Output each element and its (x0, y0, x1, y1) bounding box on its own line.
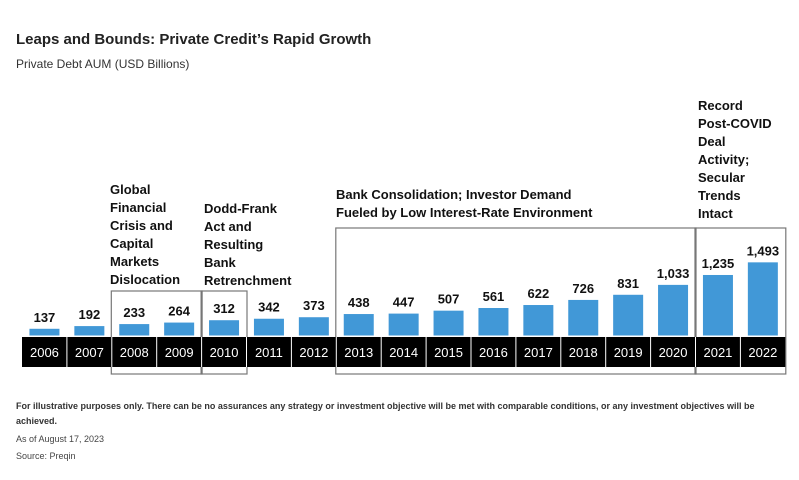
annotation-line: Capital (110, 236, 153, 251)
annotation-box-0 (110, 290, 203, 375)
value-label-2008: 233 (123, 305, 145, 320)
annotation-line: Resulting (204, 237, 263, 252)
annotation-line: Markets (110, 254, 159, 269)
year-label-2011: 2011 (255, 345, 283, 360)
year-label-2017: 2017 (524, 345, 553, 360)
year-label-2016: 2016 (479, 345, 508, 360)
value-label-2012: 373 (303, 298, 325, 313)
year-label-2006: 2006 (30, 345, 59, 360)
annotation-line: Crisis and (110, 218, 173, 233)
year-label-2021: 2021 (703, 345, 732, 360)
year-label-2013: 2013 (344, 345, 373, 360)
annotation-line: Bank (204, 255, 237, 270)
annotation-box-2 (335, 227, 697, 375)
annotation-label-2: Bank Consolidation; Investor Demand Fuele… (336, 187, 593, 220)
bar-2008 (119, 324, 150, 336)
annotation-line: Dislocation (110, 272, 180, 287)
value-label-2019: 831 (617, 276, 639, 291)
bar-2013 (343, 314, 374, 336)
annotation-line: Activity; (698, 152, 749, 167)
year-label-2019: 2019 (614, 345, 643, 360)
value-label-2006: 137 (34, 310, 56, 325)
bar-2020 (658, 284, 689, 336)
value-label-2014: 447 (393, 295, 415, 310)
bar-2010 (209, 320, 240, 336)
value-label-2015: 507 (438, 292, 460, 307)
value-label-2010: 312 (213, 301, 235, 316)
year-label-2022: 2022 (748, 345, 777, 360)
annotation-line: Record (698, 98, 743, 113)
annotation-line: Intact (698, 206, 733, 221)
bar-2021 (702, 274, 733, 336)
bar-2011 (253, 318, 284, 336)
bar-2016 (478, 308, 509, 336)
annotation-line: Global (110, 182, 150, 197)
as-of-date: As of August 17, 2023 (16, 434, 105, 444)
bar-2019 (613, 294, 644, 336)
annotation-box-3 (694, 227, 787, 375)
annotation-label-1: Dodd-Frank Act and Resulting Bank Retrenchme… (204, 201, 292, 288)
bar-2015 (433, 310, 464, 336)
value-label-2009: 264 (168, 304, 190, 319)
value-label-2011: 342 (258, 300, 280, 315)
bar-2022 (747, 262, 778, 336)
annotation-line: Dodd-Frank (204, 201, 278, 216)
year-label-2008: 2008 (120, 345, 149, 360)
year-label-2007: 2007 (75, 345, 104, 360)
year-label-2010: 2010 (210, 345, 239, 360)
year-axis-band (22, 337, 786, 367)
disclaimer-footnote: For illustrative purposes only. There ca… (16, 401, 755, 426)
bar-2012 (298, 317, 329, 336)
bar-2018 (568, 299, 599, 336)
value-label-2007: 192 (78, 307, 100, 322)
annotation-line: Act and (204, 219, 252, 234)
annotation-line: Retrenchment (204, 273, 292, 288)
annotation-label-0: Global Financial Crisis and Capital Markets D… (110, 182, 180, 287)
value-label-2016: 561 (483, 289, 505, 304)
chart-subtitle: Private Debt AUM (USD Billions) (16, 57, 190, 71)
year-label-2018: 2018 (569, 345, 598, 360)
annotation-line: Deal (698, 134, 725, 149)
source-note: Source: Preqin (16, 451, 76, 461)
annotation-box-1 (200, 290, 248, 375)
year-label-2015: 2015 (434, 345, 463, 360)
bar-2009 (164, 322, 195, 336)
bar-chart: 137 2006 192 2007 233 2008 264 2009 312 2010 342 20… (22, 98, 787, 375)
bar-2014 (388, 313, 419, 336)
annotation-line: Trends (698, 188, 741, 203)
year-label-2014: 2014 (389, 345, 418, 360)
year-label-2012: 2012 (299, 345, 328, 360)
year-label-2020: 2020 (659, 345, 688, 360)
annotation-line: Financial (110, 200, 166, 215)
annotation-line: Post-COVID (698, 116, 772, 131)
annotation-line: Fueled by Low Interest-Rate Environment (336, 205, 593, 220)
annotation-line: Bank Consolidation; Investor Demand (336, 187, 572, 202)
annotation-label-3: Record Post-COVID Deal Activity; Secular Tren… (698, 98, 772, 221)
bar-2006 (29, 328, 60, 336)
chart-title: Leaps and Bounds: Private Credit’s Rapid… (16, 31, 372, 48)
value-label-2020: 1,033 (657, 266, 690, 281)
value-label-2021: 1,235 (702, 256, 735, 271)
value-label-2013: 438 (348, 295, 370, 310)
value-label-2017: 622 (527, 286, 549, 301)
bar-2017 (523, 305, 554, 336)
annotation-line: Secular (698, 170, 745, 185)
year-label-2009: 2009 (165, 345, 194, 360)
value-label-2018: 726 (572, 281, 594, 296)
bar-2007 (74, 326, 105, 336)
value-label-2022: 1,493 (747, 243, 780, 258)
